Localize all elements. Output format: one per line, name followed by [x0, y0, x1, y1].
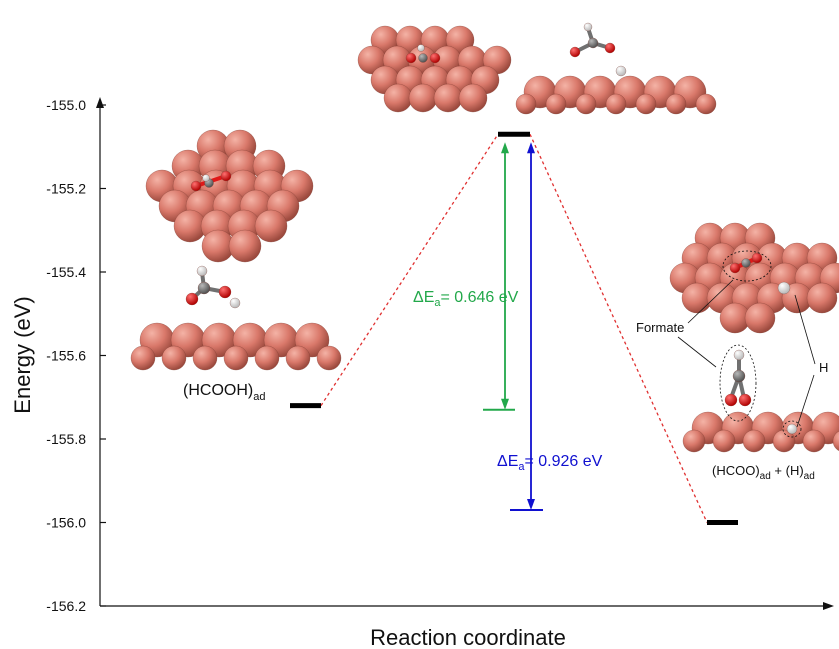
cu-atom	[635, 93, 657, 115]
cu-atom	[316, 345, 342, 371]
hydrogen-atom	[615, 65, 627, 77]
hydrogen-atom	[202, 174, 210, 182]
energy-levels	[290, 131, 738, 525]
cu-atom	[254, 209, 288, 243]
oxygen-atom	[738, 393, 752, 407]
y-tick-label: -155.8	[46, 431, 86, 447]
y-tick-label: -156.0	[46, 515, 86, 531]
hydrogen-atom	[583, 22, 593, 32]
x-axis-title: Reaction coordinate	[370, 625, 566, 649]
cu-atom	[665, 93, 687, 115]
cu-atom	[433, 83, 463, 113]
cu-atom	[161, 345, 187, 371]
oxygen-atom	[569, 46, 581, 58]
carbon-atom	[418, 53, 428, 63]
oxygen-atom	[220, 170, 232, 182]
state-label-reactant: (HCOOH)ad	[183, 382, 265, 403]
formate-annotation: Formate	[636, 320, 684, 335]
oxygen-atom	[724, 393, 738, 407]
barrier-arrow-green-head-down	[501, 398, 509, 410]
cu-atom	[228, 229, 262, 263]
hydrogen-atom	[229, 297, 241, 309]
cu-atom	[254, 345, 280, 371]
barrier-label-green: ΔEa= 0.646 eV	[413, 289, 519, 309]
energy-connectors	[320, 133, 708, 523]
y-tick-label: -156.2	[46, 598, 86, 614]
cu-atom	[806, 282, 838, 314]
cu-atom	[545, 93, 567, 115]
adsorption-structure-illustrations	[130, 22, 839, 453]
cu-atom	[744, 302, 776, 334]
connector-reactant-ts	[320, 133, 499, 406]
cu-atom	[832, 431, 839, 451]
oxygen-atom	[218, 285, 232, 299]
cu-atom	[285, 345, 311, 371]
hydrogen-annotation: H	[819, 360, 828, 375]
y-tick-group: -155.0 -155.2 -155.4 -155.6 -155.8 -156.0 -156…	[46, 97, 106, 614]
cu-atom	[682, 429, 706, 453]
y-tick-label: -155.6	[46, 348, 86, 364]
oxygen-atom	[190, 180, 202, 192]
hydrogen-atom	[777, 281, 791, 295]
carbon-atom	[732, 369, 746, 383]
hydrogen-atom	[786, 423, 798, 435]
oxygen-atom	[429, 52, 441, 64]
connector-ts-product	[529, 133, 708, 523]
hydrogen-atom	[196, 265, 208, 277]
carbon-atom	[587, 37, 599, 49]
annotation-pointers	[677, 250, 816, 438]
y-tick-label: -155.2	[46, 181, 86, 197]
cu-atom	[575, 93, 597, 115]
barrier-label-blue: ΔEa= 0.926 eV	[497, 453, 603, 473]
y-tick-label: -155.0	[46, 97, 86, 113]
barrier-arrow-green-head-up	[501, 142, 509, 154]
oxygen-atom	[751, 252, 763, 264]
barrier-arrow-blue-head-down	[527, 498, 535, 510]
cu-atom	[192, 345, 218, 371]
cu-atom	[458, 83, 488, 113]
oxygen-atom	[604, 42, 616, 54]
oxygen-atom	[185, 292, 199, 306]
hydrogen-atom	[733, 349, 745, 361]
oxygen-atom	[729, 262, 741, 274]
cu-atom	[742, 429, 766, 453]
barrier-arrows	[483, 142, 543, 511]
cu-atom	[130, 345, 156, 371]
cu-atom	[408, 83, 438, 113]
carbon-atom	[197, 281, 211, 295]
cu-atom	[515, 93, 537, 115]
state-label-product: (HCOO)ad + (H)ad	[712, 463, 815, 482]
y-axis	[96, 97, 104, 606]
cu-atom	[695, 93, 717, 115]
cu-atom	[802, 429, 826, 453]
carbon-atom	[741, 258, 751, 268]
cu-atom	[772, 429, 796, 453]
y-axis-title: Energy (eV)	[10, 296, 35, 413]
cu-atom	[712, 429, 736, 453]
hydrogen-atom	[417, 44, 425, 52]
y-tick-label: -155.4	[46, 264, 86, 280]
cu-atom	[223, 345, 249, 371]
cu-atom	[383, 83, 413, 113]
cu-atom	[605, 93, 627, 115]
x-axis	[100, 602, 834, 610]
oxygen-atom	[405, 52, 417, 64]
barrier-arrow-blue-head-up	[527, 142, 535, 154]
